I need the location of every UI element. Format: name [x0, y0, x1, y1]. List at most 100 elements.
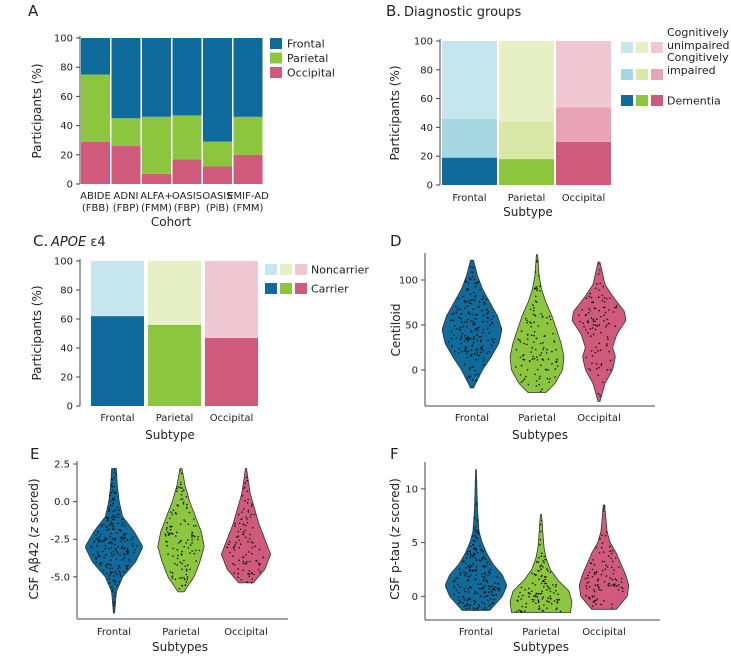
violin-point — [482, 329, 485, 331]
violin-point — [111, 541, 113, 543]
violin-point — [471, 379, 474, 382]
violin-point — [598, 366, 600, 369]
violin-point — [113, 499, 115, 501]
violin-point — [607, 584, 609, 586]
violin-point — [448, 341, 450, 343]
violin-point — [473, 603, 476, 605]
violin-point — [591, 596, 594, 598]
violin-point — [485, 579, 488, 582]
violin-point — [539, 538, 542, 541]
violin-point — [245, 524, 247, 527]
violin-point — [471, 275, 474, 278]
violin-panel-e-frontal — [85, 468, 143, 614]
violin-point — [535, 380, 538, 382]
violin-point — [99, 562, 101, 565]
bar-a-alfa-frontal — [142, 38, 171, 117]
violin-point — [110, 564, 112, 566]
violin-point — [469, 266, 472, 268]
violin-point — [193, 518, 195, 520]
panel-a-y-tick-label: 100 — [54, 34, 73, 45]
violin-point — [605, 575, 608, 577]
panel-a-y-tick-label: 0 — [67, 180, 73, 191]
violin-point — [253, 573, 255, 576]
violin-point — [183, 578, 186, 581]
violin-point — [462, 325, 465, 328]
violin-point — [556, 365, 559, 368]
violin-point — [259, 571, 262, 573]
violin-point — [520, 364, 523, 367]
violin-point — [131, 543, 134, 545]
violin-point — [533, 331, 536, 333]
violin-point — [465, 575, 467, 577]
violin-point — [470, 320, 472, 323]
violin-point — [187, 547, 190, 549]
violin-point — [602, 507, 605, 510]
violin-point — [540, 390, 542, 393]
legend-b-swatch-occipital-mid — [651, 69, 663, 80]
violin-point — [460, 351, 463, 353]
violin-point — [126, 551, 128, 553]
x-tick-label-cohort: OASIS — [202, 191, 232, 202]
violin-point — [191, 550, 193, 552]
violin-point — [474, 531, 477, 534]
violin-point — [243, 486, 246, 488]
violin-point — [517, 595, 520, 598]
violin-point — [466, 305, 469, 307]
violin-point — [191, 539, 193, 541]
violin-point — [515, 348, 518, 351]
violin-point — [254, 545, 257, 548]
violin-point — [554, 585, 557, 588]
violin-point — [180, 472, 183, 475]
violin-point — [127, 549, 129, 551]
violin-point — [454, 350, 456, 353]
violin-point — [479, 289, 482, 291]
violin-point — [171, 525, 173, 528]
violin-point — [605, 297, 608, 300]
violin-point — [110, 559, 112, 561]
violin-point — [530, 351, 532, 353]
violin-point — [485, 609, 488, 611]
violin-point — [585, 329, 587, 331]
violin-point — [119, 529, 122, 531]
violin-point — [593, 595, 595, 597]
violin-point — [472, 308, 474, 311]
panel-e-y-tick-label: 0.0 — [54, 497, 70, 508]
violin-point — [494, 586, 497, 589]
violin-point — [606, 344, 608, 347]
violin-point — [181, 577, 183, 579]
violin-point — [527, 383, 530, 386]
panel-b-y-axis-title: Participants (%) — [388, 65, 402, 160]
violin-point — [483, 592, 486, 595]
violin-point — [172, 547, 174, 550]
violin-point — [541, 358, 544, 360]
panel-a-y-tick-label: 20 — [60, 150, 73, 161]
violin-point — [181, 498, 184, 500]
violin-point — [185, 568, 188, 571]
violin-point — [483, 301, 485, 304]
violin-point — [116, 513, 119, 516]
bar-a-oasis-frontal — [172, 38, 202, 116]
violin-point — [599, 349, 602, 352]
bar-b-occipital-dark — [556, 141, 611, 185]
violin-point — [249, 516, 252, 518]
violin-point — [588, 571, 591, 574]
violin-point — [526, 334, 529, 336]
violin-point — [112, 522, 114, 525]
violin-point — [113, 477, 115, 479]
violin-point — [605, 531, 608, 533]
violin-point — [491, 590, 493, 593]
violin-point — [490, 603, 492, 606]
panel-c-y-tick-label: 100 — [54, 257, 73, 268]
legend-c-swatch-occipital-light — [295, 264, 307, 275]
violin-point — [249, 560, 251, 563]
violin-point — [128, 560, 131, 563]
violin-point — [492, 315, 495, 318]
violin-point — [102, 550, 104, 553]
violin-point — [180, 498, 182, 501]
violin-point — [593, 563, 596, 566]
violin-point — [467, 350, 470, 353]
violin-point — [457, 352, 460, 354]
violin-point — [530, 325, 532, 328]
violin-point — [592, 301, 595, 304]
violin-point — [590, 296, 593, 299]
